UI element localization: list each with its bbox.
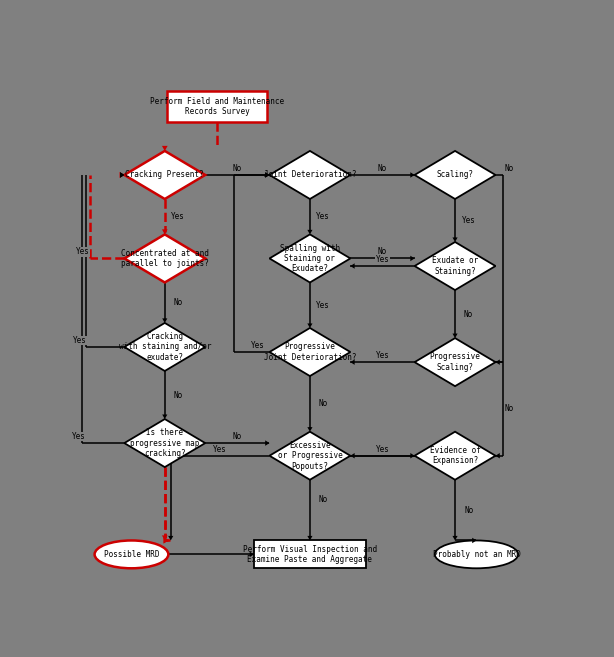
Text: No: No xyxy=(378,164,387,173)
Text: No: No xyxy=(465,506,474,514)
Polygon shape xyxy=(163,537,168,543)
Polygon shape xyxy=(124,323,205,371)
Text: Yes: Yes xyxy=(76,247,90,256)
Text: Evidence of
Expansion?: Evidence of Expansion? xyxy=(430,446,481,465)
Text: No: No xyxy=(233,432,242,441)
Text: Yes: Yes xyxy=(316,212,330,221)
Polygon shape xyxy=(410,453,414,459)
Polygon shape xyxy=(168,536,173,541)
Polygon shape xyxy=(124,235,205,283)
Text: Yes: Yes xyxy=(73,336,87,345)
Text: Yes: Yes xyxy=(251,341,265,350)
Text: No: No xyxy=(319,399,328,409)
Polygon shape xyxy=(414,338,495,386)
Text: No: No xyxy=(504,164,513,173)
Text: No: No xyxy=(233,164,242,173)
Polygon shape xyxy=(495,359,500,365)
Text: No: No xyxy=(464,309,473,319)
Polygon shape xyxy=(308,536,313,541)
Polygon shape xyxy=(270,151,351,199)
Text: Perform Visual Inspection and
Examine Paste and Aggregate: Perform Visual Inspection and Examine Pa… xyxy=(243,545,377,564)
Polygon shape xyxy=(120,172,124,178)
Polygon shape xyxy=(414,432,495,480)
Text: Scaling?: Scaling? xyxy=(437,170,473,179)
Polygon shape xyxy=(162,415,168,419)
Text: Yes: Yes xyxy=(462,216,475,225)
Text: Is there
progressive map
cracking?: Is there progressive map cracking? xyxy=(130,428,200,458)
Text: Yes: Yes xyxy=(376,255,389,264)
Text: Yes: Yes xyxy=(316,301,330,309)
Polygon shape xyxy=(270,432,351,480)
Polygon shape xyxy=(414,242,495,290)
Text: No: No xyxy=(174,390,183,399)
Polygon shape xyxy=(410,172,414,177)
Polygon shape xyxy=(120,172,124,177)
Polygon shape xyxy=(351,359,355,365)
Polygon shape xyxy=(472,537,476,543)
Text: Joint Deterioration?: Joint Deterioration? xyxy=(263,170,356,179)
Polygon shape xyxy=(270,235,351,283)
Polygon shape xyxy=(265,172,270,177)
Polygon shape xyxy=(162,319,168,323)
Polygon shape xyxy=(124,151,205,199)
Ellipse shape xyxy=(435,541,518,568)
Polygon shape xyxy=(410,256,414,261)
Polygon shape xyxy=(308,230,313,235)
Text: No: No xyxy=(319,495,328,505)
Text: Yes: Yes xyxy=(72,432,86,441)
Polygon shape xyxy=(308,323,313,328)
Polygon shape xyxy=(162,146,168,151)
Polygon shape xyxy=(250,552,254,557)
FancyBboxPatch shape xyxy=(254,541,366,568)
Polygon shape xyxy=(120,172,124,177)
Polygon shape xyxy=(265,440,270,446)
Polygon shape xyxy=(124,419,205,467)
Polygon shape xyxy=(163,537,168,543)
Text: Cracking
with staining and/or
exudate?: Cracking with staining and/or exudate? xyxy=(119,332,211,362)
Ellipse shape xyxy=(95,541,168,568)
Text: Exudate or
Staining?: Exudate or Staining? xyxy=(432,256,478,276)
Polygon shape xyxy=(414,151,495,199)
Text: Progressive
Scaling?: Progressive Scaling? xyxy=(430,352,481,372)
Text: Yes: Yes xyxy=(376,351,389,360)
Polygon shape xyxy=(453,237,457,242)
Text: Spalling with
Staining or
Exudate?: Spalling with Staining or Exudate? xyxy=(280,244,340,273)
Polygon shape xyxy=(270,328,351,376)
Text: Progressive
Joint Deterioration?: Progressive Joint Deterioration? xyxy=(263,342,356,362)
Text: No: No xyxy=(378,247,387,256)
Polygon shape xyxy=(495,453,500,459)
Polygon shape xyxy=(308,427,313,432)
Polygon shape xyxy=(351,453,355,459)
Text: No: No xyxy=(378,445,387,453)
Text: No: No xyxy=(504,405,513,413)
Text: Perform Field and Maintenance
Records Survey: Perform Field and Maintenance Records Su… xyxy=(150,97,284,116)
Text: No: No xyxy=(174,298,183,307)
Polygon shape xyxy=(162,535,168,541)
FancyBboxPatch shape xyxy=(167,91,267,122)
Text: Yes: Yes xyxy=(213,445,227,453)
Polygon shape xyxy=(453,334,457,338)
Polygon shape xyxy=(265,172,270,177)
Text: Probably not an MRD: Probably not an MRD xyxy=(432,550,521,559)
Text: Yes: Yes xyxy=(171,212,185,221)
Text: Yes: Yes xyxy=(376,445,389,453)
Text: Concentrated at and
parallel to joints?: Concentrated at and parallel to joints? xyxy=(121,249,209,268)
Text: Cracking Present?: Cracking Present? xyxy=(125,170,204,179)
Text: Possible MRD: Possible MRD xyxy=(104,550,159,559)
Polygon shape xyxy=(453,536,457,541)
Text: Excessive
or Progressive
Popouts?: Excessive or Progressive Popouts? xyxy=(278,441,342,470)
Polygon shape xyxy=(162,229,168,235)
Polygon shape xyxy=(351,263,355,269)
